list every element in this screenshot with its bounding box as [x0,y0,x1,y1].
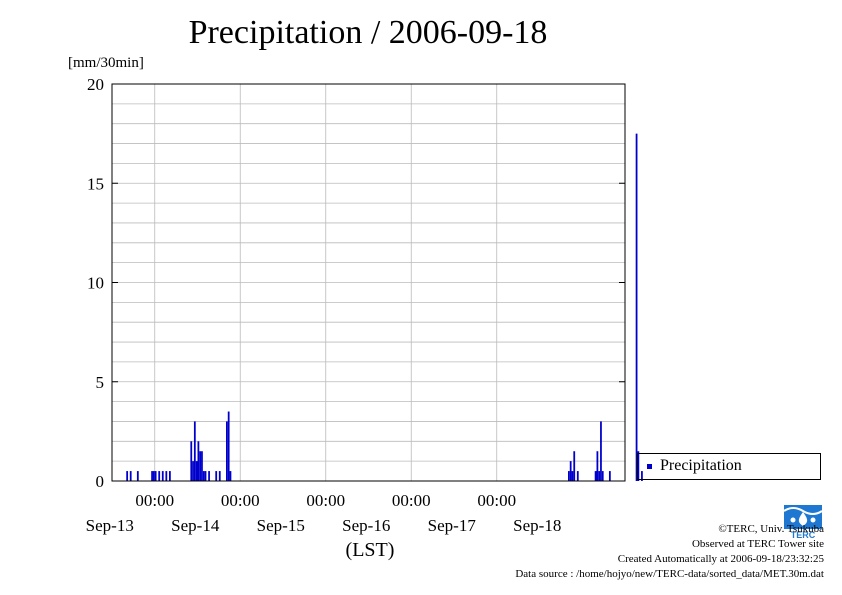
svg-text:TERC: TERC [791,530,816,540]
x-tick-label: 00:00 [306,491,345,510]
date-label: Sep-13 [86,516,134,535]
precipitation-bar [190,441,193,481]
precipitation-bar [201,451,203,481]
legend-label: Precipitation [660,457,742,474]
y-tick-label: 5 [96,373,105,392]
precipitation-bar [601,471,604,481]
date-label: Sep-15 [257,516,305,535]
credits-block: ©TERC, Univ. Tsukuba Observed at TERC To… [515,522,824,582]
created-text: Created Automatically at 2006-09-18/23:3… [617,553,824,565]
precipitation-bar [192,461,194,481]
precipitation-bar [165,471,168,481]
y-tick-label: 10 [87,274,104,293]
precipitation-bar [169,471,171,481]
x-tick-label: 00:00 [392,491,431,510]
precipitation-bar [596,451,599,481]
legend-swatch [647,464,652,469]
precipitation-bar [202,471,205,481]
precipitation-bar [161,471,164,481]
precipitation-bar [204,471,207,481]
precipitation-bar [227,411,230,481]
precipitation-bar [129,471,132,481]
precipitation-bar [573,451,576,481]
x-tick-label: 00:00 [135,491,174,510]
precipitation-bar [158,471,161,481]
precipitation-bar [136,471,139,481]
data-source-text: Data source : /home/hojyo/new/TERC-data/… [515,568,824,580]
y-tick-label: 20 [87,75,104,94]
precipitation-bar [594,471,597,481]
chart-title: Precipitation / 2006-09-18 [188,14,548,51]
date-label: Sep-18 [513,516,561,535]
precipitation-bar [151,471,153,481]
date-label: Sep-17 [428,516,477,535]
precipitation-bar [199,451,202,481]
precipitation-bar [152,471,155,481]
precipitation-bar [598,471,601,481]
precipitation-bar [154,471,157,481]
precipitation-bar [226,421,228,481]
copyright-text: ©TERC, Univ. Tsukuba [718,523,824,535]
precipitation-bar [568,471,570,481]
precipitation-bar [571,471,574,481]
observed-text: Observed at TERC Tower site [691,538,824,550]
date-label: Sep-14 [171,516,220,535]
x-axis-label: (LST) [346,539,395,561]
x-tick-label: 00:00 [477,491,516,510]
precipitation-bar [218,471,221,481]
precipitation-bar [208,471,210,481]
precipitation-bar [637,451,640,481]
precipitation-bar [197,441,200,481]
legend: Precipitation [637,453,821,480]
y-axis-unit-label: [mm/30min] [68,55,144,71]
precipitation-bar [641,471,643,481]
y-tick-label: 15 [87,174,104,193]
precipitation-bar [608,471,611,481]
precipitation-bar [576,471,579,481]
y-tick-label: 0 [96,472,105,491]
precipitation-bar [126,471,129,481]
terc-logo-icon: TERC [784,505,822,540]
x-tick-label: 00:00 [221,491,260,510]
precipitation-bar [569,461,572,481]
precipitation-bar [635,133,638,481]
precipitation-bar [193,421,196,481]
date-label: Sep-16 [342,516,390,535]
precipitation-bar [600,421,602,481]
precipitation-bar [215,471,218,481]
precipitation-bar [195,461,198,481]
precipitation-bar [229,471,232,481]
